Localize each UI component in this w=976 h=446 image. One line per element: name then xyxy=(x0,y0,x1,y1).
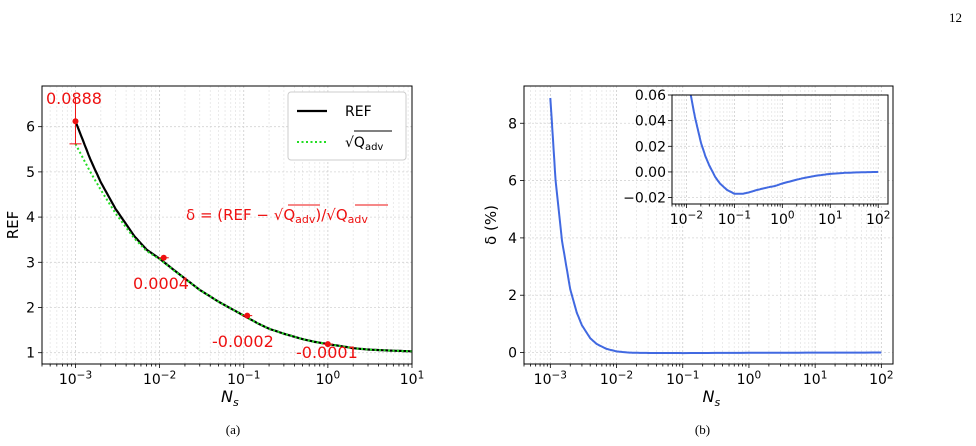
marker-label: 0.0004 xyxy=(133,274,189,293)
x-tick-label: 101 xyxy=(400,369,425,388)
y-tick-label: 4 xyxy=(26,210,35,226)
legend-box xyxy=(287,91,407,161)
x-axis-label: Ns xyxy=(221,387,239,409)
x-tick-label: 10−2 xyxy=(600,369,633,388)
delta-formula-annotation: δ = (REF − √Qadv)/√Qadv xyxy=(186,206,368,226)
inset-y-tick-label: 0.06 xyxy=(635,88,666,104)
plot-frame xyxy=(41,85,413,365)
y-tick-label: 3 xyxy=(26,255,35,271)
legend: REF √Qadv xyxy=(287,91,407,161)
x-tick-label: 100 xyxy=(737,369,762,388)
inset-y-tick-label: 0.00 xyxy=(635,165,666,181)
panel-label-b: (b) xyxy=(695,422,710,437)
inset-y-tick-label: 0.02 xyxy=(635,139,666,155)
inset-frame xyxy=(671,94,889,205)
y-tick-label: 8 xyxy=(508,116,517,132)
panel-a: 1 2 3 4 5 6 10−3 10−2 10−1 100 101 0.0888 0.0004 -0.0… xyxy=(4,85,425,437)
marker-label: -0.0001 xyxy=(296,343,358,362)
x-tick-label: 101 xyxy=(803,369,828,388)
legend-label-ref: REF xyxy=(345,104,372,120)
y-tick-label: 2 xyxy=(26,300,35,316)
x-axis-label: Ns xyxy=(703,387,721,409)
inset-series-line xyxy=(689,94,879,195)
x-tick-label: 101 xyxy=(818,209,843,228)
marker-label: -0.0002 xyxy=(212,332,274,351)
marker-point xyxy=(324,341,331,348)
marker-point xyxy=(244,312,251,319)
y-tick-label: 1 xyxy=(26,346,35,362)
inset-background xyxy=(672,95,888,204)
panel-label-a: (a) xyxy=(226,422,240,437)
x-tick-label: 100 xyxy=(316,369,341,388)
x-tick-label: 10−2 xyxy=(143,369,176,388)
x-tick-label: 10−1 xyxy=(718,209,751,228)
marker-label: 0.0888 xyxy=(46,89,102,108)
x-tick-label: 10−3 xyxy=(59,369,92,388)
marker-point xyxy=(72,118,79,125)
y-tick-label: 0 xyxy=(508,346,517,362)
y-tick-label: 6 xyxy=(508,174,517,190)
y-tick-label: 4 xyxy=(508,231,517,247)
marker-point xyxy=(160,254,167,261)
plot-frame xyxy=(523,85,894,365)
inset-y-tick-label: 0.04 xyxy=(635,114,666,130)
series-line-sqrt-qadv xyxy=(74,143,412,353)
legend-label-sqrt-qadv: √Qadv xyxy=(345,135,383,153)
y-axis-label: REF xyxy=(4,211,22,240)
page-number: 12 xyxy=(949,10,962,25)
x-tick-label: 10−2 xyxy=(670,209,703,228)
x-tick-label: 10−3 xyxy=(534,369,567,388)
x-tick-label: 102 xyxy=(866,209,891,228)
x-tick-label: 102 xyxy=(869,369,894,388)
x-tick-label: 10−1 xyxy=(666,369,699,388)
y-axis-label: δ (%) xyxy=(482,205,500,245)
series-line-delta xyxy=(549,97,882,355)
y-tick-label: 2 xyxy=(508,288,517,304)
x-tick-label: 10−1 xyxy=(227,369,260,388)
y-tick-label: 6 xyxy=(26,120,35,136)
y-tick-label: 5 xyxy=(26,165,35,181)
inset-y-tick-label: −0.02 xyxy=(623,191,666,207)
x-tick-label: 100 xyxy=(770,209,795,228)
